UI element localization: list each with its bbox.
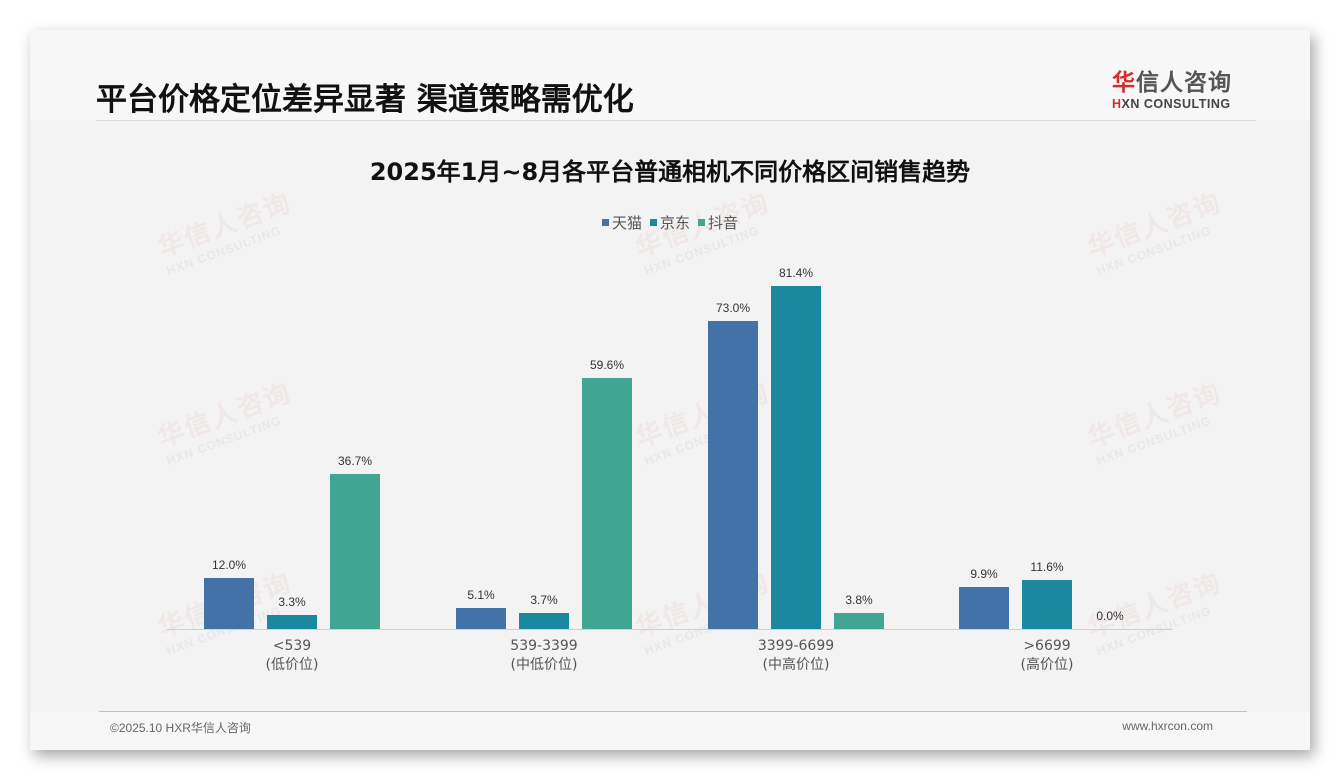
category-range: >6699 [1023,638,1071,654]
bar-value-label: 11.6% [1030,560,1064,574]
company-logo: 华信人咨询 HXN CONSULTING [1112,63,1242,111]
category-range: <539 [272,638,312,654]
category-range: 3399-6699 [757,638,835,654]
bar [708,321,758,629]
legend-swatch-icon [649,219,657,226]
logo-en-rest: XN CONSULTING [1121,97,1231,111]
slide: 平台价格定位差异显著 渠道策略需优化 华信人咨询 HXN CONSULTING … [30,30,1310,750]
logo-en-accent: H [1112,97,1122,111]
category-tier: (低价位) [265,657,319,673]
footer-copyright: ©2025.10 HXR华信人咨询 [110,721,251,735]
logo-english: HXN CONSULTING [1112,97,1242,111]
category-tier: (中低价位) [510,657,578,673]
footer-divider [99,711,1247,712]
bar-value-label: 5.1% [467,588,495,602]
bar [267,615,317,629]
bar-chart: 12.0% 5.1% 73.0% 9.9% 3.3% 3.7% 81.4% 11.6% 36.7… [30,30,1310,750]
header-band [30,30,1310,120]
bar [582,378,632,629]
legend-label: 抖音 [708,214,739,232]
bar-value-label: 81.4% [778,266,814,280]
bar-value-label: 9.9% [970,567,998,581]
legend-label: 天猫 [611,214,642,232]
legend-label: 京东 [659,214,690,232]
bar [834,613,884,629]
bar-value-label: 0.0% [1096,609,1124,623]
bar [330,474,380,629]
footer-band [30,712,1310,750]
logo-accent-char: 华 [1112,70,1136,96]
x-axis-category-label: 3399-6699 (中高价位) [706,637,886,675]
bar-value-label: 12.0% [211,558,247,572]
bar [1022,580,1072,629]
bar [771,286,821,629]
bar-value-label: 59.6% [589,358,625,372]
logo-chinese-rest: 信人咨询 [1136,70,1232,96]
bar-value-label: 3.7% [530,593,558,607]
category-range: 539-3399 [510,638,578,654]
x-axis-line [167,629,1173,630]
legend-item: 天猫 [601,212,642,233]
category-tier: (高价位) [1020,657,1074,673]
bar [959,587,1009,629]
header-divider [96,120,1256,121]
bar-value-label: 3.8% [845,593,873,607]
category-tier: (中高价位) [762,657,830,673]
bar-value-label: 73.0% [715,301,751,315]
bar [519,613,569,629]
legend-item: 抖音 [698,212,738,233]
x-axis-category-label: 539-3399 (中低价位) [454,637,634,675]
logo-chinese: 华信人咨询 [1112,63,1242,97]
page-title: 平台价格定位差异显著 渠道策略需优化 [96,82,634,118]
legend-swatch-icon [698,219,705,226]
bar-value-label: 3.3% [278,595,306,609]
x-axis-category-label: >6699 (高价位) [957,637,1137,675]
bar-value-label: 36.7% [337,454,373,468]
x-axis-category-label: <539 (低价位) [202,637,382,675]
chart-title: 2025年1月~8月各平台普通相机不同价格区间销售趋势 [369,158,971,186]
chart-legend: 天猫 京东 抖音 [30,212,1310,233]
footer-website: www.hxrcon.com [1122,719,1213,733]
bar [456,608,506,629]
legend-item: 京东 [649,212,690,233]
legend-swatch-icon [601,219,609,226]
bar [204,578,254,629]
